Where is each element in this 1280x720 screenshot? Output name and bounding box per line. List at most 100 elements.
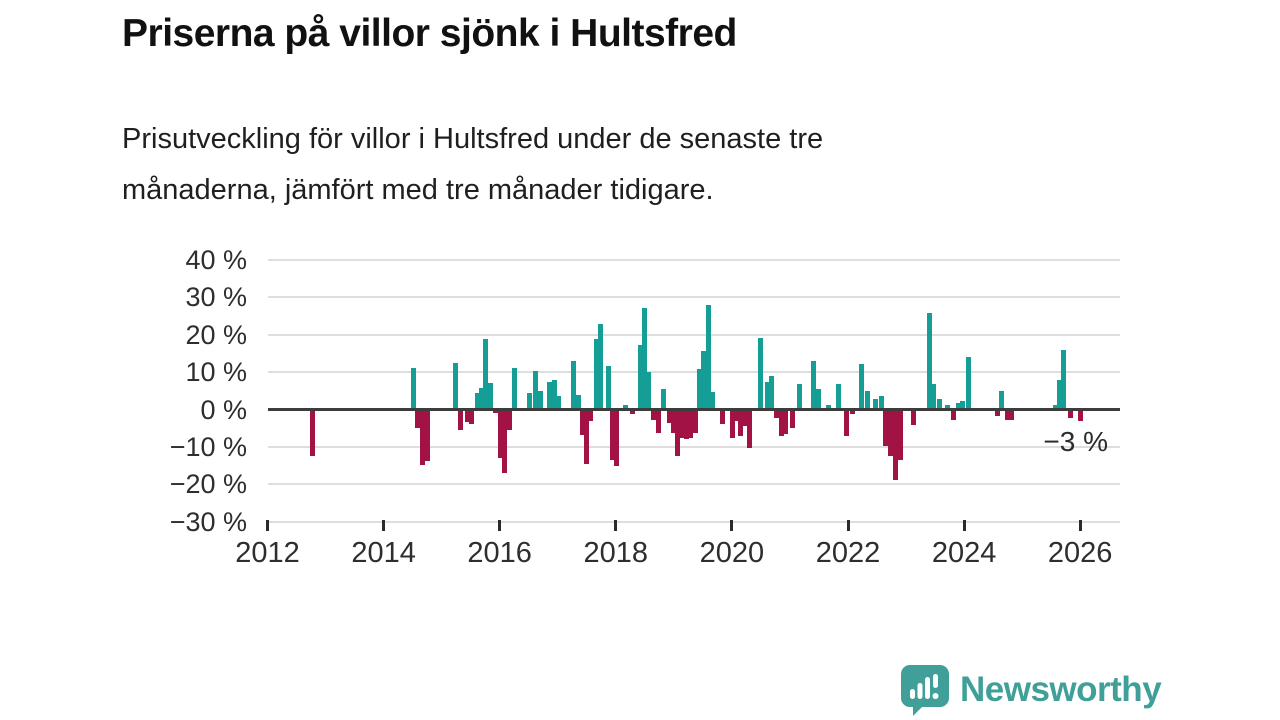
x-axis-tick-label: 2020: [699, 537, 765, 569]
bar-positive: [483, 339, 489, 410]
newsworthy-logo-icon: [900, 664, 950, 716]
bar-negative: [733, 409, 739, 422]
bar-positive: [637, 345, 643, 410]
subtitle-line-2: månaderna, jämfört med tre månader tidig…: [122, 174, 714, 206]
bar-positive: [815, 388, 821, 410]
bar-positive: [945, 405, 951, 410]
y-axis-tick-label: −20 %: [169, 469, 247, 500]
bar-positive: [700, 351, 706, 410]
bar-negative: [742, 409, 748, 427]
bar-negative: [579, 409, 585, 435]
bar-positive: [1052, 405, 1058, 410]
bar-negative: [911, 409, 917, 426]
bar-positive: [878, 396, 884, 410]
bar-negative: [588, 409, 594, 422]
bar-negative: [783, 409, 789, 434]
y-axis-tick-label: 20 %: [185, 319, 247, 350]
bar-negative: [729, 409, 735, 438]
bar-negative: [497, 409, 503, 459]
bar-negative: [790, 409, 796, 428]
bar-positive: [859, 364, 865, 410]
page-subtitle: Prisutveckling för villor i Hultsfred un…: [122, 114, 1182, 216]
bar-positive: [641, 307, 647, 410]
bar-positive: [661, 388, 667, 410]
bar-negative: [465, 409, 471, 422]
bar-negative: [1009, 409, 1015, 420]
bar-positive: [453, 362, 459, 410]
bar-positive: [1061, 350, 1067, 410]
bar-positive: [931, 383, 937, 410]
bar-negative: [415, 409, 421, 428]
bar-negative: [1067, 409, 1073, 418]
bar-positive: [999, 391, 1005, 410]
bar-positive: [646, 372, 652, 410]
bar-positive: [512, 368, 518, 410]
x-axis-tick-label: 2014: [351, 537, 416, 569]
bar-negative: [614, 409, 620, 467]
bar-negative: [419, 409, 425, 465]
bar-negative: [424, 409, 430, 462]
zero-line: [267, 408, 1120, 412]
bar-positive: [478, 387, 484, 410]
y-axis-tick-label: 10 %: [185, 357, 247, 388]
x-axis-tick-label: 2026: [1047, 537, 1113, 569]
bar-positive: [825, 405, 831, 410]
bar-positive: [410, 367, 416, 410]
bar-positive: [570, 360, 576, 410]
bar-positive: [709, 392, 715, 410]
bar-positive: [547, 382, 553, 410]
bar-negative: [683, 409, 689, 440]
page-title: Priserna på villor sjönk i Hultsfred: [122, 12, 737, 55]
bar-positive: [926, 313, 932, 410]
x-axis-tickmark: [382, 520, 386, 531]
subtitle-line-1: Prisutveckling för villor i Hultsfred un…: [122, 123, 824, 155]
bar-positive: [764, 382, 770, 410]
bar-negative: [897, 409, 903, 460]
bar-negative: [746, 409, 752, 449]
bar-positive: [705, 305, 711, 410]
bar-negative: [1077, 409, 1083, 421]
gridline: [267, 296, 1120, 299]
bar-negative: [610, 409, 616, 460]
gridline: [267, 371, 1120, 374]
bar-positive: [696, 368, 702, 410]
bar-positive: [474, 392, 480, 410]
y-axis-tick-label: −10 %: [169, 431, 247, 462]
bar-positive: [966, 357, 972, 410]
last-value-annotation: −3 %: [1043, 426, 1108, 457]
gridline: [267, 483, 1120, 486]
bar-negative: [666, 409, 672, 423]
y-axis-tick-label: 30 %: [185, 282, 247, 313]
bar-positive: [864, 391, 870, 410]
gridline: [267, 520, 1120, 523]
bar-negative: [887, 409, 893, 457]
newsworthy-logo: Newsworthy: [900, 664, 1260, 716]
bar-negative: [655, 409, 661, 434]
bar-positive: [605, 366, 611, 410]
bar-negative: [670, 409, 676, 434]
bar-positive: [488, 382, 494, 410]
bar-positive: [811, 360, 817, 410]
bar-positive: [758, 337, 764, 410]
bar-negative: [309, 409, 315, 457]
x-axis-tickmark: [498, 520, 502, 531]
bar-negative: [892, 409, 898, 480]
bar-negative: [779, 409, 785, 437]
bar-positive: [1056, 379, 1062, 410]
bar-positive: [796, 383, 802, 410]
bar-negative: [738, 409, 744, 437]
bar-positive: [555, 395, 561, 410]
gridline: [267, 445, 1120, 448]
bar-negative: [692, 409, 698, 434]
x-axis-tick-label: 2018: [583, 537, 649, 569]
x-axis-tickmark: [846, 520, 850, 531]
bar-negative: [493, 409, 499, 413]
x-axis-tick-label: 2012: [235, 537, 300, 569]
gridline: [267, 259, 1120, 261]
bar-negative: [995, 409, 1001, 417]
bar-negative: [630, 409, 636, 414]
x-axis-tick-label: 2016: [467, 537, 532, 569]
gridline: [267, 333, 1120, 336]
